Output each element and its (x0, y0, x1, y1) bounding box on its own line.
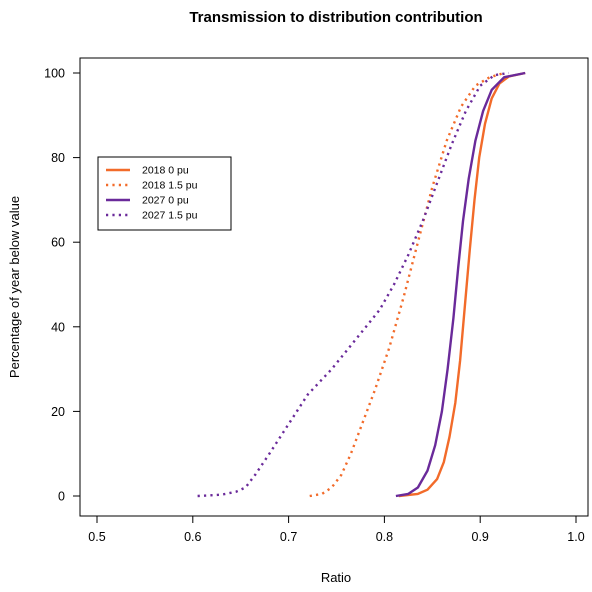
chart-title: Transmission to distribution contributio… (189, 9, 482, 26)
x-tick-label: 0.8 (376, 530, 393, 544)
legend: 2018 0 pu 2018 1.5 pu 2027 0 pu 2027 1.5 pu (97, 156, 232, 231)
y-axis: 0 20 40 60 80 100 (44, 67, 80, 504)
y-axis-label: Percentage of year below value (7, 196, 22, 378)
x-tick-label: 1.0 (567, 530, 584, 544)
x-tick-label: 0.6 (184, 530, 201, 544)
x-tick-label: 0.9 (472, 530, 489, 544)
y-tick-label: 60 (51, 236, 65, 250)
x-axis-label: Ratio (321, 570, 351, 585)
legend-label: 2027 1.5 pu (142, 210, 198, 222)
series-layer (197, 71, 526, 498)
plot-frame (79, 57, 589, 517)
x-axis: 0.5 0.6 0.7 0.8 0.9 1.0 (88, 516, 585, 544)
y-tick-label: 0 (58, 490, 65, 504)
y-tick-label: 20 (51, 405, 65, 419)
series-line (398, 71, 526, 498)
x-tick-label: 0.5 (88, 530, 105, 544)
legend-label: 2027 0 pu (142, 195, 189, 207)
series-line (197, 71, 510, 498)
y-tick-label: 80 (51, 151, 65, 165)
series-line (309, 71, 505, 498)
x-tick-label: 0.7 (280, 530, 297, 544)
legend-label: 2018 0 pu (142, 165, 189, 177)
y-tick-label: 40 (51, 320, 65, 334)
legend-label: 2018 1.5 pu (142, 180, 198, 192)
y-tick-label: 100 (44, 67, 65, 81)
series-line (395, 71, 526, 498)
